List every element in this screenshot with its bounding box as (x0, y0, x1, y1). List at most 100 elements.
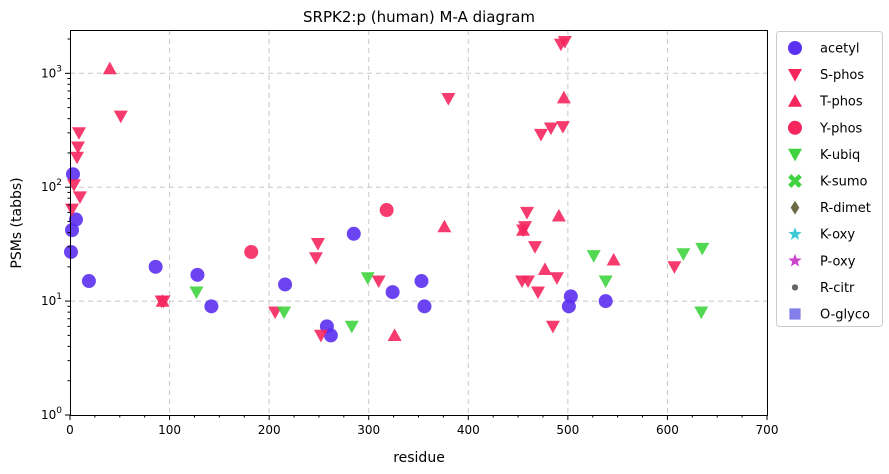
data-point-acetyl (417, 299, 432, 314)
data-point-acetyl (204, 299, 219, 314)
x-tick-label: 500 (556, 423, 579, 437)
x-axis-ticks: 0 100 200 300 400 500 600 700 (66, 415, 778, 437)
data-point-k-ubiq (277, 306, 292, 320)
plot-area-frame (70, 30, 768, 416)
legend-label: S-phos (820, 68, 864, 83)
x-tick-label: 200 (258, 423, 281, 437)
legend-label: R-dimet (820, 201, 871, 216)
grid-lines (70, 30, 767, 415)
data-point-acetyl (563, 289, 578, 304)
data-point-acetyl (81, 274, 96, 289)
x-tick-label: 0 (66, 423, 74, 437)
data-point-y-phos (244, 244, 259, 259)
data-point-s-phos (533, 128, 548, 142)
data-points (63, 35, 710, 343)
data-point-t-phos (556, 90, 571, 104)
legend-marker-r-citr (791, 284, 799, 291)
legend-marker-r-dimet (790, 200, 800, 215)
legend-label: K-sumo (820, 175, 868, 190)
data-point-s-phos (66, 179, 81, 192)
x-tick-label: 300 (357, 423, 380, 437)
data-point-acetyl (68, 212, 83, 227)
legend-label: T-phos (819, 95, 863, 110)
legend-label: acetyl (820, 42, 860, 57)
legend-label: R-citr (820, 281, 855, 296)
y-tick-label: 103 (41, 64, 62, 80)
x-tick-label: 700 (756, 423, 779, 437)
data-point-k-ubiq (695, 242, 710, 256)
legend-marker-o-glyco (789, 308, 801, 320)
legend-marker-s-phos (788, 69, 802, 82)
data-point-t-phos (387, 328, 402, 341)
data-point-acetyl (65, 167, 80, 182)
data-point-t-phos (155, 294, 170, 307)
data-point-k-ubiq (598, 275, 613, 289)
legend-label: Y-phos (819, 121, 863, 136)
data-point-s-phos (268, 306, 283, 320)
legend-marker-y-phos (788, 120, 802, 135)
data-point-t-phos (102, 61, 117, 75)
data-point-acetyl (64, 223, 79, 238)
x-axis-label: residue (393, 450, 445, 466)
legend-marker-k-oxy (788, 227, 802, 240)
data-point-t-phos (516, 223, 531, 236)
legend-label: P-oxy (820, 254, 856, 269)
data-point-s-phos (520, 206, 535, 220)
legend-marker-t-phos (788, 94, 802, 107)
data-point-k-ubiq (586, 250, 601, 263)
chart-title: SRPK2:p (human) M-A diagram (303, 8, 535, 26)
legend-frame (776, 31, 883, 327)
data-point-acetyl (346, 226, 361, 241)
y-axis-label: PSMs (tabbs) (9, 177, 25, 268)
data-point-acetyl (278, 277, 293, 292)
legend-marker-p-oxy (788, 253, 802, 267)
data-point-s-phos (545, 320, 560, 334)
y-tick-label: 100 (41, 406, 62, 422)
data-point-k-ubiq (344, 320, 359, 334)
data-point-k-ubiq (360, 272, 375, 285)
legend-marker-k-sumo (788, 174, 802, 188)
x-tick-label: 100 (158, 423, 181, 437)
data-point-s-phos (310, 237, 325, 251)
x-tick-label: 600 (656, 423, 679, 437)
data-point-s-phos (113, 110, 128, 124)
data-point-t-phos (437, 219, 452, 233)
data-point-t-phos (551, 208, 566, 222)
data-point-acetyl (148, 259, 163, 274)
data-point-s-phos (667, 261, 682, 274)
data-point-acetyl (385, 285, 400, 300)
data-point-s-phos (530, 286, 545, 300)
legend-marker-k-ubiq (788, 148, 802, 162)
data-point-s-phos (543, 122, 558, 136)
data-point-s-phos (70, 141, 85, 155)
data-point-acetyl (323, 328, 338, 343)
data-point-k-ubiq (694, 306, 709, 320)
data-point-t-phos (606, 252, 621, 266)
data-point-acetyl (598, 294, 613, 309)
data-point-s-phos (441, 92, 456, 106)
legend-label: K-oxy (820, 228, 855, 243)
data-point-k-ubiq (189, 286, 204, 300)
legend-marker-acetyl (788, 41, 802, 55)
x-tick-label: 400 (457, 423, 480, 437)
data-point-y-phos (379, 203, 394, 218)
data-point-s-phos (313, 329, 328, 343)
data-point-s-phos (521, 275, 536, 289)
data-point-s-phos (71, 127, 86, 140)
legend-label: K-ubiq (820, 148, 860, 163)
data-point-s-phos (527, 241, 542, 254)
data-point-s-phos (308, 252, 323, 265)
data-point-acetyl (190, 267, 205, 282)
data-point-s-phos (557, 35, 572, 49)
data-point-s-phos (371, 275, 386, 289)
data-point-s-phos (72, 191, 87, 205)
y-tick-label: 102 (41, 178, 62, 194)
data-point-k-ubiq (676, 248, 691, 261)
y-axis-ticks: 100 101 102 103 (41, 38, 70, 422)
y-tick-label: 101 (41, 292, 62, 308)
data-point-acetyl (414, 274, 429, 289)
legend-label: O-glyco (820, 308, 870, 323)
data-point-s-phos (555, 121, 570, 134)
legend: acetyl S-phos T-phos Y-phos K-ubiq K-sumo R-di… (776, 31, 883, 327)
